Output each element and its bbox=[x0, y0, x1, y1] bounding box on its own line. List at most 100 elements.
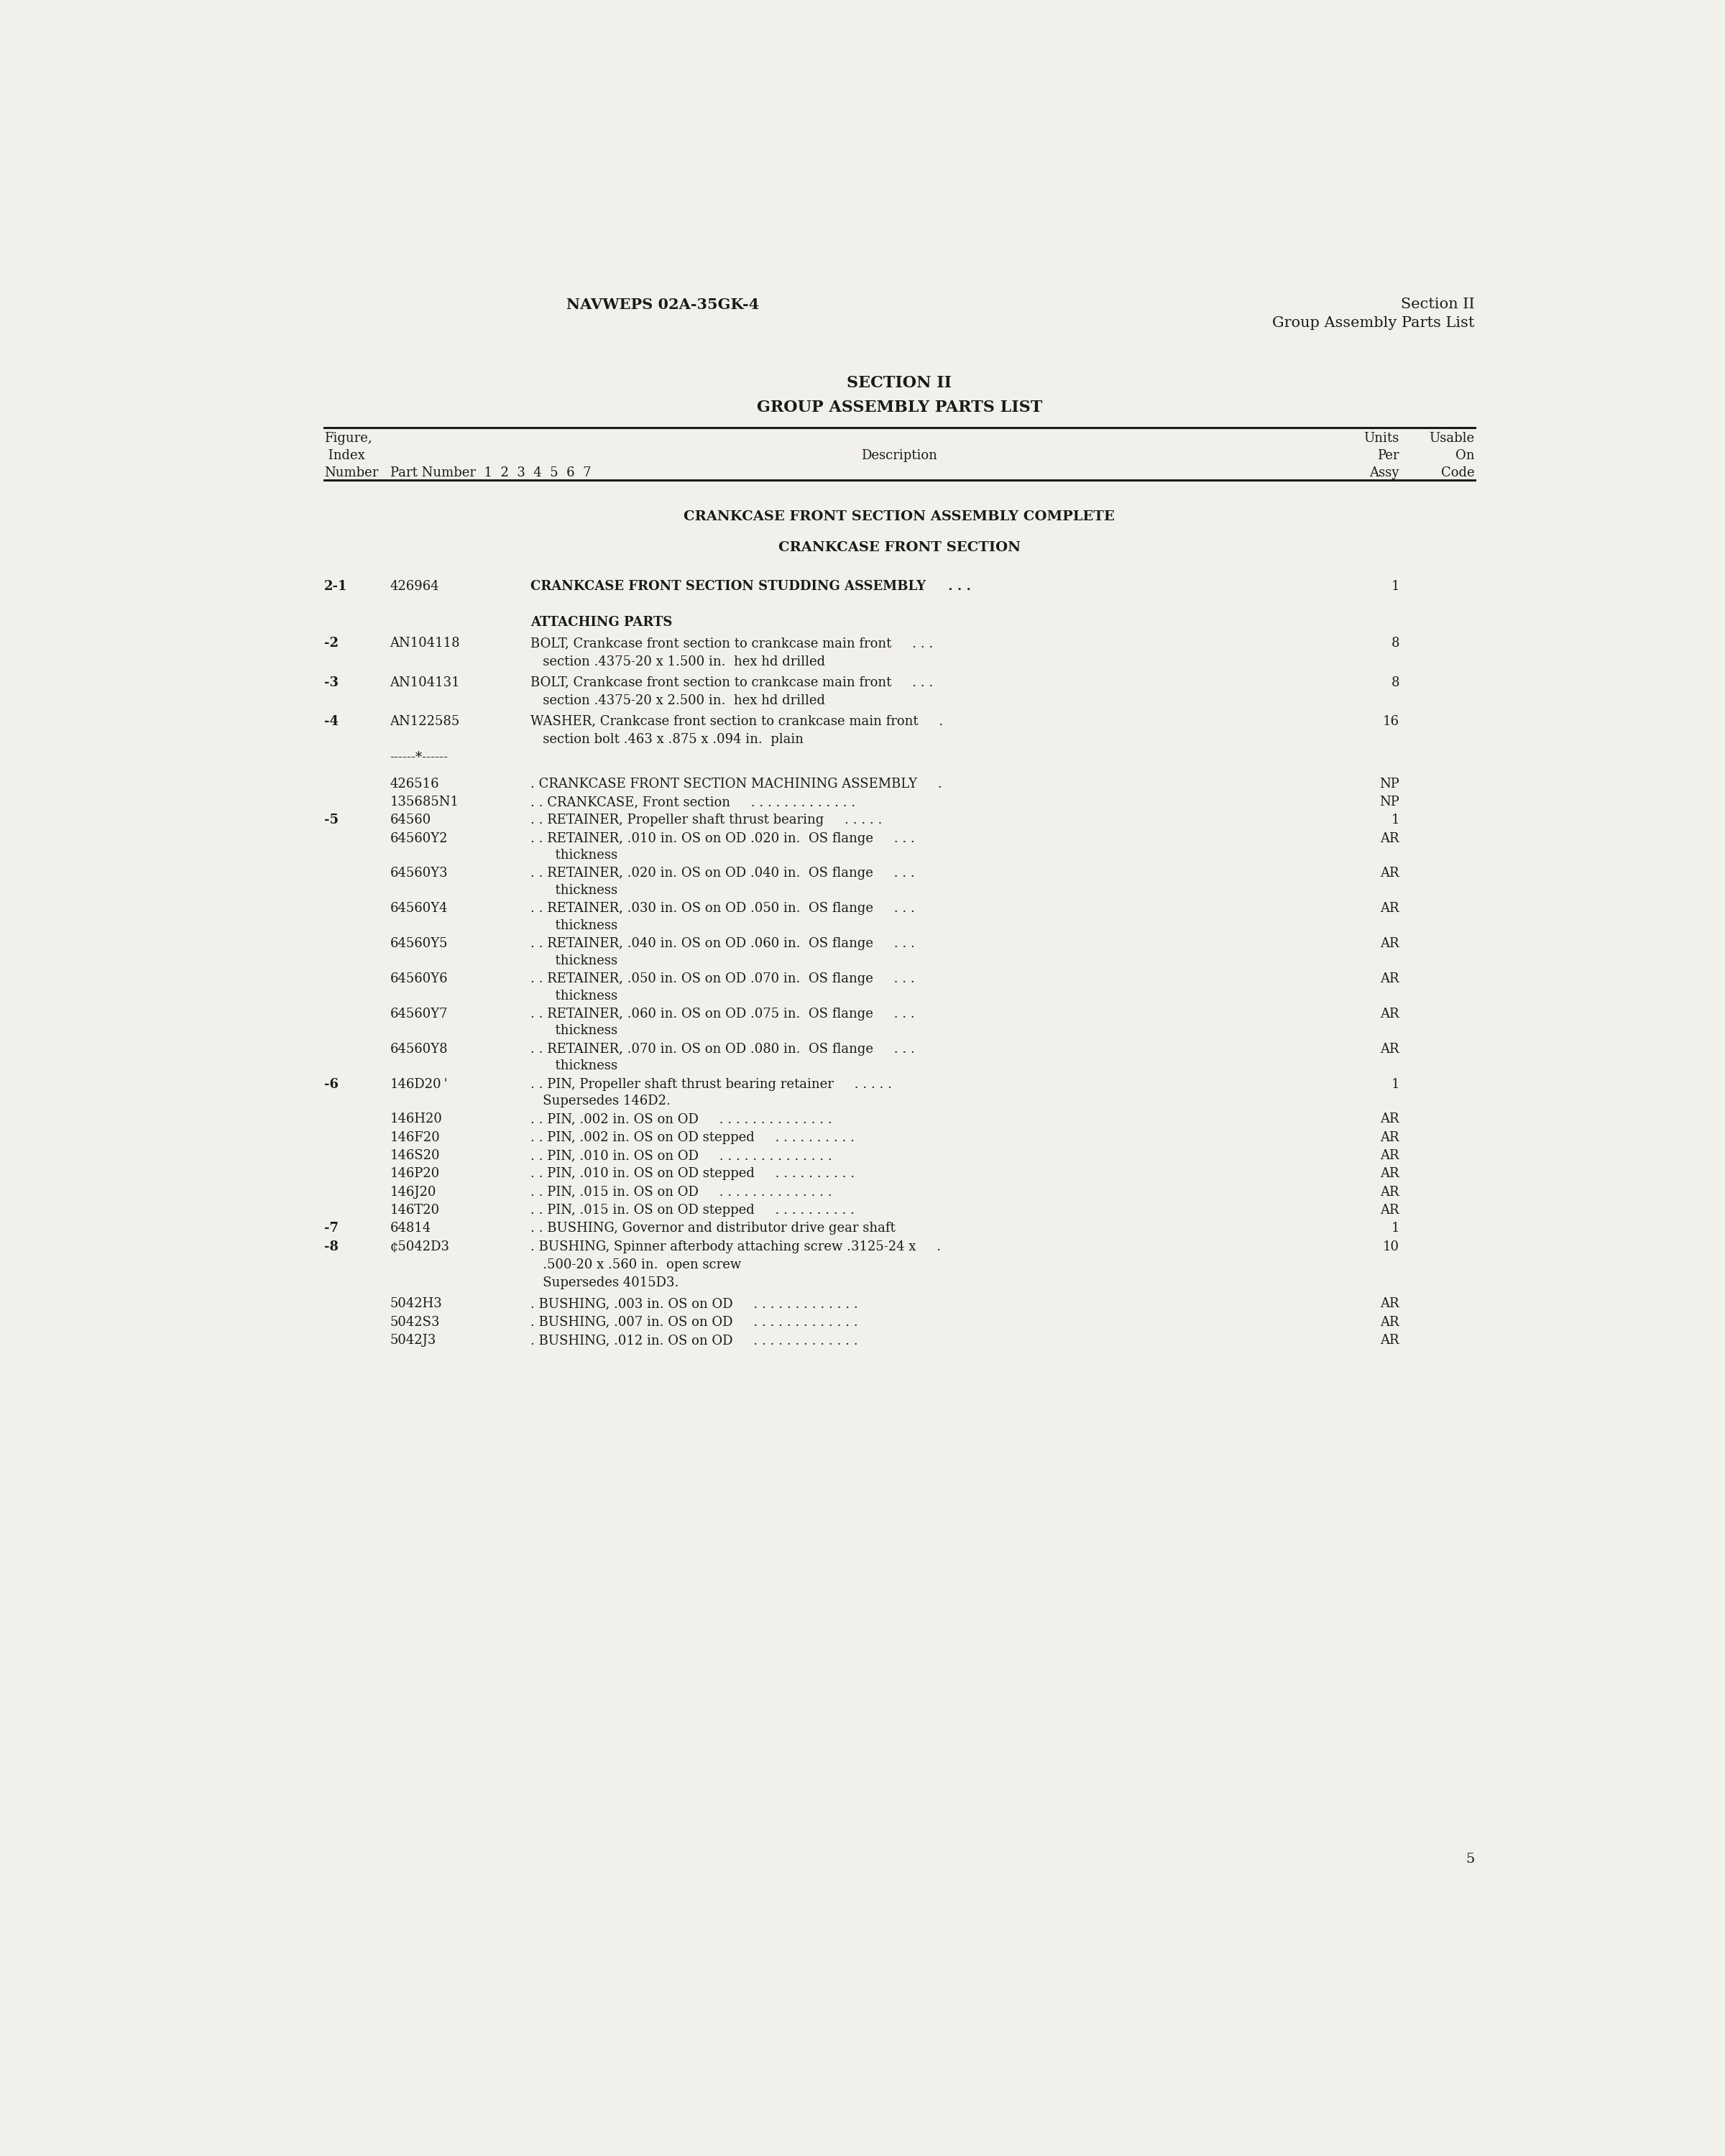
Text: AR: AR bbox=[1380, 867, 1399, 880]
Text: AR: AR bbox=[1380, 938, 1399, 951]
Text: . BUSHING, .012 in. OS on OD     . . . . . . . . . . . . .: . BUSHING, .012 in. OS on OD . . . . . .… bbox=[530, 1335, 857, 1348]
Text: Per: Per bbox=[1377, 448, 1399, 461]
Text: AR: AR bbox=[1380, 1007, 1399, 1020]
Text: Usable: Usable bbox=[1428, 431, 1475, 444]
Text: Units: Units bbox=[1364, 431, 1399, 444]
Text: NP: NP bbox=[1380, 778, 1399, 791]
Text: 146H20: 146H20 bbox=[390, 1112, 442, 1125]
Text: CRANKCASE FRONT SECTION ASSEMBLY COMPLETE: CRANKCASE FRONT SECTION ASSEMBLY COMPLET… bbox=[683, 511, 1114, 524]
Text: 64560Y8: 64560Y8 bbox=[390, 1044, 448, 1056]
Text: 2-1: 2-1 bbox=[324, 580, 348, 593]
Text: -7: -7 bbox=[324, 1222, 338, 1235]
Text: thickness: thickness bbox=[530, 955, 618, 968]
Text: GROUP ASSEMBLY PARTS LIST: GROUP ASSEMBLY PARTS LIST bbox=[757, 399, 1042, 416]
Text: 5042J3: 5042J3 bbox=[390, 1335, 436, 1348]
Text: -5: -5 bbox=[324, 813, 338, 826]
Text: Supersedes 4015D3.: Supersedes 4015D3. bbox=[530, 1276, 678, 1289]
Text: Index: Index bbox=[324, 448, 366, 461]
Text: ------*------: ------*------ bbox=[390, 750, 448, 763]
Text: AR: AR bbox=[1380, 1203, 1399, 1216]
Text: section bolt .463 x .875 x .094 in.  plain: section bolt .463 x .875 x .094 in. plai… bbox=[530, 733, 804, 746]
Text: 146P20: 146P20 bbox=[390, 1166, 440, 1179]
Text: CRANKCASE FRONT SECTION STUDDING ASSEMBLY     . . .: CRANKCASE FRONT SECTION STUDDING ASSEMBL… bbox=[530, 580, 971, 593]
Text: . . PIN, .010 in. OS on OD     . . . . . . . . . . . . . .: . . PIN, .010 in. OS on OD . . . . . . .… bbox=[530, 1149, 831, 1162]
Text: 146F20: 146F20 bbox=[390, 1132, 440, 1145]
Text: . . RETAINER, .030 in. OS on OD .050 in.  OS flange     . . .: . . RETAINER, .030 in. OS on OD .050 in.… bbox=[530, 901, 914, 914]
Text: 64560Y2: 64560Y2 bbox=[390, 832, 448, 845]
Text: . . RETAINER, Propeller shaft thrust bearing     . . . . .: . . RETAINER, Propeller shaft thrust bea… bbox=[530, 813, 881, 826]
Text: Supersedes 146D2.: Supersedes 146D2. bbox=[530, 1095, 671, 1108]
Text: 426964: 426964 bbox=[390, 580, 440, 593]
Text: Group Assembly Parts List: Group Assembly Parts List bbox=[1273, 317, 1475, 330]
Text: 8: 8 bbox=[1390, 677, 1399, 690]
Text: . . RETAINER, .050 in. OS on OD .070 in.  OS flange     . . .: . . RETAINER, .050 in. OS on OD .070 in.… bbox=[530, 972, 914, 985]
Text: . . PIN, .015 in. OS on OD stepped     . . . . . . . . . .: . . PIN, .015 in. OS on OD stepped . . .… bbox=[530, 1203, 854, 1216]
Text: Section II: Section II bbox=[1401, 298, 1475, 310]
Text: . . RETAINER, .010 in. OS on OD .020 in.  OS flange     . . .: . . RETAINER, .010 in. OS on OD .020 in.… bbox=[530, 832, 914, 845]
Text: 146J20: 146J20 bbox=[390, 1186, 436, 1199]
Text: AN104131: AN104131 bbox=[390, 677, 461, 690]
Text: AR: AR bbox=[1380, 972, 1399, 985]
Text: . . RETAINER, .020 in. OS on OD .040 in.  OS flange     . . .: . . RETAINER, .020 in. OS on OD .040 in.… bbox=[530, 867, 914, 880]
Text: . . BUSHING, Governor and distributor drive gear shaft: . . BUSHING, Governor and distributor dr… bbox=[530, 1222, 895, 1235]
Text: . . PIN, .015 in. OS on OD     . . . . . . . . . . . . . .: . . PIN, .015 in. OS on OD . . . . . . .… bbox=[530, 1186, 831, 1199]
Text: AR: AR bbox=[1380, 901, 1399, 914]
Text: -4: -4 bbox=[324, 716, 338, 729]
Text: . . RETAINER, .070 in. OS on OD .080 in.  OS flange     . . .: . . RETAINER, .070 in. OS on OD .080 in.… bbox=[530, 1044, 914, 1056]
Text: 146D20: 146D20 bbox=[390, 1078, 442, 1091]
Text: ': ' bbox=[440, 1078, 448, 1091]
Text: -3: -3 bbox=[324, 677, 338, 690]
Text: 1: 1 bbox=[1390, 813, 1399, 826]
Text: . . RETAINER, .060 in. OS on OD .075 in.  OS flange     . . .: . . RETAINER, .060 in. OS on OD .075 in.… bbox=[530, 1007, 914, 1020]
Text: Part Number  1  2  3  4  5  6  7: Part Number 1 2 3 4 5 6 7 bbox=[390, 466, 592, 479]
Text: On: On bbox=[1456, 448, 1475, 461]
Text: 5: 5 bbox=[1466, 1852, 1475, 1865]
Text: . CRANKCASE FRONT SECTION MACHINING ASSEMBLY     .: . CRANKCASE FRONT SECTION MACHINING ASSE… bbox=[530, 778, 942, 791]
Text: . BUSHING, .007 in. OS on OD     . . . . . . . . . . . . .: . BUSHING, .007 in. OS on OD . . . . . .… bbox=[530, 1315, 857, 1328]
Text: BOLT, Crankcase front section to crankcase main front     . . .: BOLT, Crankcase front section to crankca… bbox=[530, 636, 933, 649]
Text: NP: NP bbox=[1380, 796, 1399, 808]
Text: ATTACHING PARTS: ATTACHING PARTS bbox=[530, 617, 673, 630]
Text: thickness: thickness bbox=[530, 849, 618, 862]
Text: 1: 1 bbox=[1390, 1222, 1399, 1235]
Text: WASHER, Crankcase front section to crankcase main front     .: WASHER, Crankcase front section to crank… bbox=[530, 716, 944, 729]
Text: AN122585: AN122585 bbox=[390, 716, 461, 729]
Text: AR: AR bbox=[1380, 1298, 1399, 1311]
Text: AR: AR bbox=[1380, 1044, 1399, 1056]
Text: section .4375-20 x 1.500 in.  hex hd drilled: section .4375-20 x 1.500 in. hex hd dril… bbox=[530, 655, 825, 668]
Text: AR: AR bbox=[1380, 832, 1399, 845]
Text: AN104118: AN104118 bbox=[390, 636, 461, 649]
Text: .500-20 x .560 in.  open screw: .500-20 x .560 in. open screw bbox=[530, 1259, 742, 1272]
Text: 64560Y5: 64560Y5 bbox=[390, 938, 448, 951]
Text: AR: AR bbox=[1380, 1186, 1399, 1199]
Text: 1: 1 bbox=[1390, 580, 1399, 593]
Text: AR: AR bbox=[1380, 1166, 1399, 1179]
Text: . . PIN, .002 in. OS on OD     . . . . . . . . . . . . . .: . . PIN, .002 in. OS on OD . . . . . . .… bbox=[530, 1112, 831, 1125]
Text: 146T20: 146T20 bbox=[390, 1203, 440, 1216]
Text: AR: AR bbox=[1380, 1132, 1399, 1145]
Text: thickness: thickness bbox=[530, 1059, 618, 1072]
Text: AR: AR bbox=[1380, 1149, 1399, 1162]
Text: Code: Code bbox=[1440, 466, 1475, 479]
Text: 64560: 64560 bbox=[390, 813, 431, 826]
Text: . . PIN, Propeller shaft thrust bearing retainer     . . . . .: . . PIN, Propeller shaft thrust bearing … bbox=[530, 1078, 892, 1091]
Text: SECTION II: SECTION II bbox=[847, 375, 952, 390]
Text: 5042H3: 5042H3 bbox=[390, 1298, 442, 1311]
Text: 5042S3: 5042S3 bbox=[390, 1315, 440, 1328]
Text: BOLT, Crankcase front section to crankcase main front     . . .: BOLT, Crankcase front section to crankca… bbox=[530, 677, 933, 690]
Text: . . RETAINER, .040 in. OS on OD .060 in.  OS flange     . . .: . . RETAINER, .040 in. OS on OD .060 in.… bbox=[530, 938, 914, 951]
Text: section .4375-20 x 2.500 in.  hex hd drilled: section .4375-20 x 2.500 in. hex hd dril… bbox=[530, 694, 825, 707]
Text: . BUSHING, .003 in. OS on OD     . . . . . . . . . . . . .: . BUSHING, .003 in. OS on OD . . . . . .… bbox=[530, 1298, 857, 1311]
Text: thickness: thickness bbox=[530, 918, 618, 931]
Text: NAVWEPS 02A-35GK-4: NAVWEPS 02A-35GK-4 bbox=[566, 298, 759, 313]
Text: 135685N1: 135685N1 bbox=[390, 796, 459, 808]
Text: thickness: thickness bbox=[530, 990, 618, 1003]
Text: Assy: Assy bbox=[1370, 466, 1399, 479]
Text: Number: Number bbox=[324, 466, 378, 479]
Text: AR: AR bbox=[1380, 1335, 1399, 1348]
Text: thickness: thickness bbox=[530, 1024, 618, 1037]
Text: 8: 8 bbox=[1390, 636, 1399, 649]
Text: -2: -2 bbox=[324, 636, 338, 649]
Text: CRANKCASE FRONT SECTION: CRANKCASE FRONT SECTION bbox=[778, 541, 1021, 554]
Text: 426516: 426516 bbox=[390, 778, 440, 791]
